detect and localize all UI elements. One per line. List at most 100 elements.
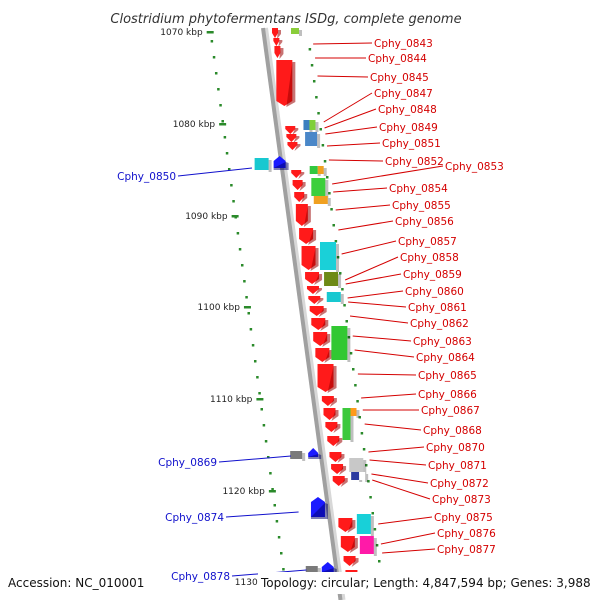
guide-dot [354, 384, 357, 387]
leader-line [332, 165, 444, 185]
guide-dot [214, 72, 218, 75]
gene-label[interactable]: Cphy_0872 [430, 478, 489, 490]
leader-line [344, 256, 399, 281]
gene-label[interactable]: Cphy_0868 [423, 425, 482, 437]
gene-arrow [273, 38, 283, 47]
guide-dot [328, 192, 331, 195]
guide-dot [334, 240, 338, 243]
gene-arrow [306, 286, 322, 295]
leader-line [345, 273, 402, 285]
gene-box [356, 514, 374, 536]
guide-dot [343, 304, 346, 307]
guide-dot [321, 144, 325, 147]
leader-line [328, 159, 384, 162]
gene-label-left[interactable]: Cphy_0874 [165, 512, 224, 524]
guide-dot [336, 256, 340, 259]
guide-dot [375, 544, 379, 547]
gene-label[interactable]: Cphy_0873 [432, 494, 491, 506]
kbp-tick-label: 1090 kbp [185, 212, 228, 222]
gene-label[interactable]: Cphy_0849 [379, 122, 438, 134]
kbp-tick-label: 1110 kbp [210, 395, 253, 405]
gene-label[interactable]: Cphy_0858 [400, 252, 459, 264]
leader-line [349, 315, 409, 324]
gene-label[interactable]: Cphy_0856 [395, 216, 454, 228]
gene-label[interactable]: Cphy_0865 [418, 370, 477, 382]
guide-dot [210, 40, 214, 43]
gene-label[interactable]: Cphy_0861 [408, 302, 467, 314]
leader-line [335, 204, 391, 211]
kbp-tick-mark [268, 490, 276, 493]
gene-arrow [287, 142, 301, 151]
backbone-line [261, 27, 343, 600]
gene-label[interactable]: Cphy_0863 [413, 336, 472, 348]
gene-label[interactable]: Cphy_0848 [378, 104, 437, 116]
leader-line [313, 42, 373, 45]
gene-arrow [311, 318, 329, 331]
gene-label[interactable]: Cphy_0859 [403, 269, 462, 281]
kbp-tick-label: 1100 kbp [198, 303, 241, 313]
gene-label-left[interactable]: Cphy_0878 [171, 571, 230, 583]
guide-dot [310, 64, 314, 67]
leader-line [361, 393, 417, 399]
leader-line [333, 187, 388, 193]
gene-label[interactable]: Cphy_0844 [368, 53, 427, 65]
gene-label[interactable]: Cphy_0866 [418, 389, 477, 401]
gene-box [309, 120, 319, 132]
gene-arrow [301, 246, 319, 271]
gene-label[interactable]: Cphy_0860 [405, 286, 464, 298]
gene-arrow [285, 126, 299, 135]
gene-label[interactable]: Cphy_0870 [426, 442, 485, 454]
guide-dot [358, 416, 361, 419]
leader-line [347, 290, 404, 299]
gene-label-left[interactable]: Cphy_0869 [158, 457, 217, 469]
guide-dot [212, 56, 216, 59]
guide-dot [262, 424, 266, 427]
kbp-tick-label: 1070 kbp [160, 28, 203, 38]
leader-line [325, 126, 378, 135]
guide-dot [258, 392, 261, 395]
guide-dot [347, 336, 351, 339]
gene-box [324, 272, 342, 288]
gene-label[interactable]: Cphy_0854 [389, 183, 448, 195]
genome-summary-text: Topology: circular; Length: 4,847,594 bp… [260, 576, 591, 590]
guide-dot [266, 456, 270, 459]
gene-label[interactable]: Cphy_0853 [445, 161, 504, 173]
gene-label[interactable]: Cphy_0876 [437, 528, 496, 540]
guide-dot [264, 440, 268, 443]
gene-label[interactable]: Cphy_0877 [437, 544, 496, 556]
leader-lines-layer [177, 42, 444, 577]
gene-label[interactable]: Cphy_0847 [374, 88, 433, 100]
gene-box [313, 196, 331, 206]
gene-label[interactable]: Cphy_0864 [416, 352, 475, 364]
gene-label[interactable]: Cphy_0875 [434, 512, 493, 524]
guide-dot [238, 248, 242, 251]
gene-label[interactable]: Cphy_0867 [421, 405, 480, 417]
gene-label[interactable]: Cphy_0871 [428, 460, 487, 472]
gene-label[interactable]: Cphy_0843 [374, 38, 433, 50]
kbp-tick-label: 1120 kbp [222, 487, 265, 497]
gene-box [349, 458, 367, 474]
gene-label[interactable]: Cphy_0845 [370, 72, 429, 84]
guide-dot [271, 488, 274, 491]
gene-label[interactable]: Cphy_0851 [382, 138, 441, 150]
gene-label[interactable]: Cphy_0862 [410, 318, 469, 330]
guide-dot [217, 88, 220, 91]
guide-dot [315, 96, 318, 99]
gene-box [305, 132, 321, 148]
gene-label[interactable]: Cphy_0855 [392, 200, 451, 212]
gene-arrow [327, 436, 343, 447]
kbp-tick-label: 1080 kbp [173, 120, 216, 130]
gene-arrow [309, 306, 327, 317]
gene-label[interactable]: Cphy_0852 [385, 156, 444, 168]
gene-arrow [308, 296, 324, 305]
guide-dot [356, 400, 359, 403]
gene-box [254, 158, 272, 172]
gene-label-left[interactable]: Cphy_0850 [117, 171, 176, 183]
gene-box [311, 178, 329, 198]
accession-text: Accession: NC_010001 [8, 576, 144, 590]
kbp-tick-mark [243, 306, 251, 309]
gene-box [317, 166, 327, 176]
leader-line [324, 108, 377, 129]
gene-label[interactable]: Cphy_0857 [398, 236, 457, 248]
guide-dot [221, 120, 224, 123]
